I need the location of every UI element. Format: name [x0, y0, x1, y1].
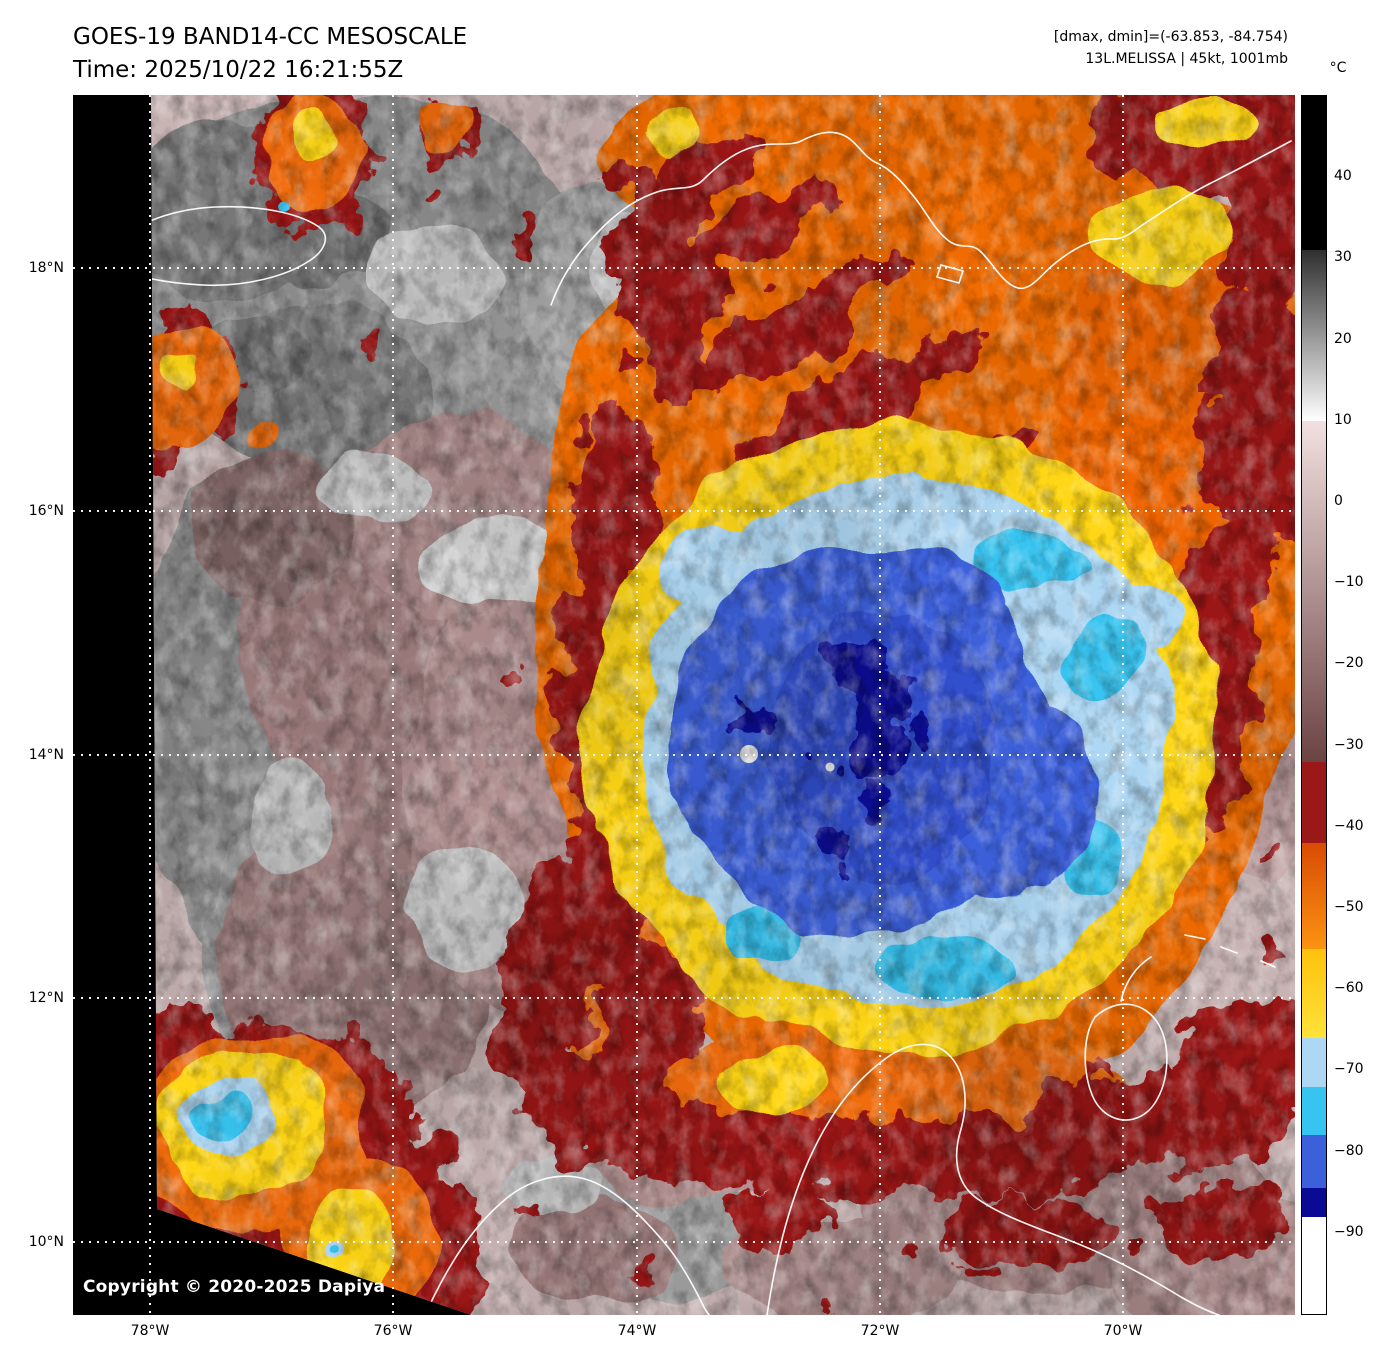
- colorbar-tick-label: −60: [1334, 980, 1364, 997]
- coastline-colombia: [424, 1175, 710, 1315]
- lon-tick-label: 74°W: [617, 1323, 657, 1339]
- colorbar-tick-label: −80: [1334, 1142, 1364, 1159]
- coastlines: [151, 131, 1292, 1315]
- colorbar-segment: [1302, 761, 1326, 844]
- lat-tick-label: 10°N: [28, 1234, 64, 1250]
- colorbar-segment: [1302, 1037, 1326, 1087]
- colorbar-segment: [1302, 250, 1326, 421]
- colorbar-tick-label: −40: [1334, 817, 1364, 834]
- colorbar-tick-label: 40: [1334, 168, 1352, 185]
- lat-tick-label: 18°N: [28, 260, 64, 276]
- lon-tick-label: 78°W: [130, 1323, 170, 1339]
- coastline-hispaniola: [550, 131, 1292, 306]
- colorbar-segment: [1302, 1135, 1326, 1189]
- coastline-abc-islands: [1184, 934, 1276, 968]
- colorbar-segment: [1302, 1086, 1326, 1136]
- range-readout: [dmax, dmin]=(-63.853, -84.754): [1053, 29, 1288, 45]
- colorbar-tick-label: −90: [1334, 1223, 1364, 1240]
- storm-readout: 13L.MELISSA | 45kt, 1001mb: [1085, 51, 1288, 67]
- lon-tick-label: 70°W: [1103, 1323, 1143, 1339]
- coastline-guajira-venezuela: [766, 1043, 1220, 1315]
- coastline-jamaica: [151, 205, 327, 287]
- colorbar-segment: [1302, 948, 1326, 1038]
- colorbar-segment: [1302, 843, 1326, 949]
- plot-header-left: GOES-19 BAND14-CC MESOSCALE Time: 2025/1…: [73, 21, 467, 87]
- colorbar-tick-label: −20: [1334, 655, 1364, 672]
- colorbar-tick-label: −50: [1334, 899, 1364, 915]
- colorbar-tick-label: 30: [1334, 249, 1352, 266]
- plot-title: GOES-19 BAND14-CC MESOSCALE: [73, 24, 468, 50]
- colorbar-tick-label: −10: [1334, 574, 1364, 591]
- coastline-gonave-island: [936, 264, 964, 284]
- lat-tick-label: 16°N: [28, 503, 64, 519]
- colorbar: [1301, 95, 1327, 1315]
- plot-time: Time: 2025/10/22 16:21:55Z: [73, 57, 404, 83]
- colorbar-tick-label: 10: [1334, 411, 1352, 428]
- copyright: Copyright © 2020-2025 Dapiya: [83, 1277, 386, 1297]
- lon-tick-label: 72°W: [860, 1323, 900, 1339]
- colorbar-tick-label: −30: [1334, 736, 1364, 753]
- lat-tick-label: 14°N: [28, 747, 64, 763]
- colorbar-segment: [1302, 1188, 1326, 1217]
- plot-header-right: [dmax, dmin]=(-63.853, -84.754) 13L.MELI…: [1054, 26, 1288, 70]
- map-canvas: Copyright © 2020-2025 Dapiya: [73, 95, 1295, 1315]
- cloud-texture-light: [151, 95, 1295, 1315]
- coastline-lake-maracaibo: [1084, 1003, 1168, 1121]
- colorbar-segment: [1302, 1216, 1326, 1314]
- colorbar-tick-label: 20: [1334, 330, 1352, 347]
- colorbar-segment: [1302, 96, 1326, 251]
- colorbar-segment: [1302, 420, 1326, 762]
- colorbar-tick-label: 0: [1334, 493, 1343, 509]
- colorbar-tick-label: −70: [1334, 1061, 1364, 1078]
- satellite-imagery: [73, 95, 1295, 1315]
- colorbar-unit: °C: [1329, 60, 1347, 76]
- lon-tick-label: 76°W: [373, 1323, 413, 1339]
- lat-tick-label: 12°N: [28, 990, 64, 1006]
